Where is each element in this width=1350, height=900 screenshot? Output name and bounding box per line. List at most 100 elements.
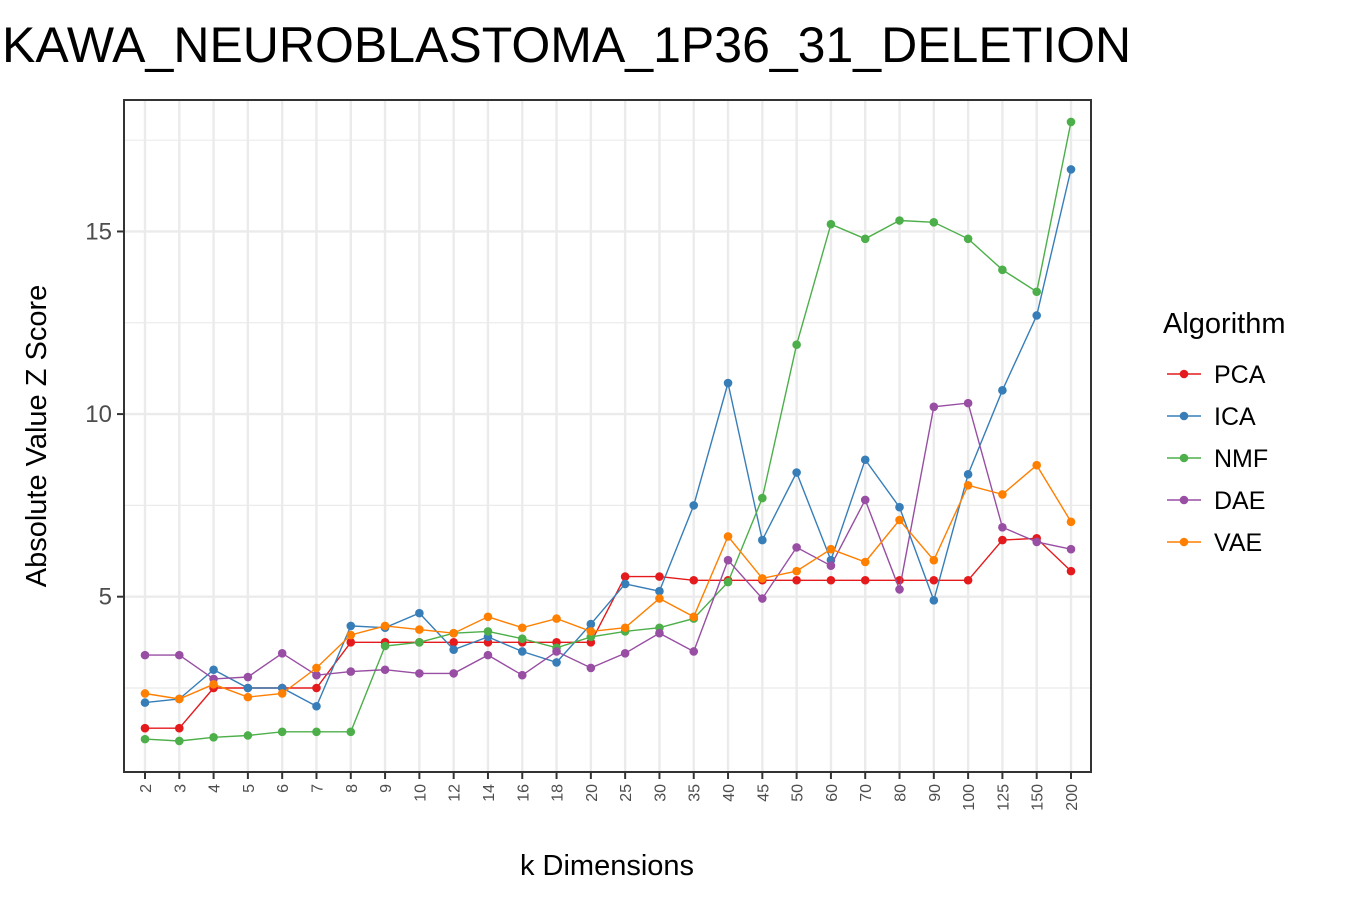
data-point-vae xyxy=(380,621,390,631)
data-point-ica xyxy=(1032,311,1042,320)
legend-label-ica: ICA xyxy=(1214,403,1256,431)
x-tick-label: 6 xyxy=(275,784,292,793)
data-point-nmf xyxy=(860,234,870,244)
data-point-pca xyxy=(346,638,356,647)
data-point-dae xyxy=(655,628,664,638)
data-point-pca xyxy=(792,575,801,585)
data-point-pca xyxy=(826,575,836,585)
data-point-vae xyxy=(415,625,424,634)
data-point-vae xyxy=(998,490,1007,499)
legend-key-point-pca xyxy=(1179,369,1189,379)
legend-key-point-nmf xyxy=(1179,453,1189,463)
data-point-ica xyxy=(792,468,801,477)
data-point-ica xyxy=(517,647,527,656)
data-point-dae xyxy=(312,670,321,680)
data-point-vae xyxy=(723,532,733,541)
data-point-vae xyxy=(449,628,458,638)
data-point-ica xyxy=(1066,165,1076,174)
data-point-dae xyxy=(517,670,527,680)
x-tick-label: 3 xyxy=(172,784,189,793)
x-tick-label: 90 xyxy=(927,784,944,802)
data-point-dae xyxy=(552,647,561,656)
x-tick-label: 80 xyxy=(893,784,910,802)
data-point-pca xyxy=(312,683,321,693)
data-point-nmf xyxy=(380,641,390,651)
legend-label-pca: PCA xyxy=(1214,361,1266,389)
data-point-vae xyxy=(655,594,664,603)
data-point-dae xyxy=(483,650,493,660)
data-point-ica xyxy=(552,658,561,667)
x-tick-label: 40 xyxy=(721,784,738,802)
data-point-nmf xyxy=(209,733,218,742)
data-point-nmf xyxy=(929,218,939,227)
data-point-nmf xyxy=(1066,117,1076,127)
x-axis-title: k Dimensions xyxy=(520,850,694,882)
legend-label-vae: VAE xyxy=(1214,529,1262,557)
series-vae xyxy=(140,460,1076,704)
x-tick-label: 35 xyxy=(687,784,704,802)
x-tick-label: 16 xyxy=(515,784,532,802)
data-point-vae xyxy=(963,481,973,490)
data-point-nmf xyxy=(792,340,801,349)
data-point-vae xyxy=(174,694,184,704)
data-point-dae xyxy=(620,649,630,658)
data-point-vae xyxy=(243,692,253,702)
legend-label-nmf: NMF xyxy=(1214,445,1268,473)
series-layer xyxy=(140,117,1076,746)
legend-key-point-dae xyxy=(1179,495,1189,505)
data-point-pca xyxy=(174,723,184,733)
x-tick-label: 60 xyxy=(824,784,841,802)
data-point-ica xyxy=(346,621,356,631)
data-point-dae xyxy=(963,398,973,408)
legend: Algorithm PCA ICA NMF DAE VAE xyxy=(1163,308,1286,557)
data-point-vae xyxy=(689,612,699,622)
data-point-ica xyxy=(586,619,596,629)
data-point-dae xyxy=(895,585,904,594)
data-point-dae xyxy=(792,543,801,552)
data-point-dae xyxy=(998,523,1007,532)
data-point-dae xyxy=(449,669,458,678)
data-point-pca xyxy=(689,575,699,585)
data-point-vae xyxy=(929,555,939,565)
x-tick-label: 200 xyxy=(1064,784,1081,811)
series-line-vae xyxy=(144,464,1072,700)
data-point-nmf xyxy=(517,634,527,643)
data-point-dae xyxy=(1032,537,1042,547)
x-tick-label: 150 xyxy=(1030,784,1047,811)
data-point-pca xyxy=(449,638,458,647)
data-point-nmf xyxy=(998,265,1007,275)
data-point-dae xyxy=(929,402,939,412)
data-point-ica xyxy=(998,386,1007,395)
x-tick-label: 125 xyxy=(995,784,1012,811)
x-tick-label: 12 xyxy=(447,784,464,802)
data-point-ica xyxy=(209,665,218,675)
data-point-nmf xyxy=(140,734,150,744)
plot-grid xyxy=(124,100,1091,772)
series-dae xyxy=(140,398,1076,684)
legend-key-point-ica xyxy=(1179,411,1189,421)
data-point-vae xyxy=(1066,517,1076,527)
data-point-vae xyxy=(1032,460,1042,470)
data-point-dae xyxy=(243,672,253,682)
data-point-ica xyxy=(895,502,904,512)
data-point-dae xyxy=(140,650,150,660)
y-tick-label: 10 xyxy=(85,401,112,428)
x-tick-label: 50 xyxy=(790,784,807,802)
legend-key-point-vae xyxy=(1179,537,1189,547)
data-point-ica xyxy=(860,455,870,465)
x-tick-label: 30 xyxy=(652,784,669,802)
data-point-pca xyxy=(963,575,973,585)
data-point-dae xyxy=(380,665,390,675)
data-point-ica xyxy=(723,378,733,388)
data-point-ica xyxy=(689,501,699,510)
data-point-vae xyxy=(792,566,801,576)
data-point-ica xyxy=(929,596,939,605)
data-point-dae xyxy=(1066,544,1076,554)
x-tick-label: 100 xyxy=(961,784,978,811)
x-tick-label: 9 xyxy=(378,784,395,793)
data-point-ica xyxy=(140,698,150,707)
series-line-nmf xyxy=(144,121,1072,742)
data-point-ica xyxy=(415,608,424,618)
x-tick-label: 2 xyxy=(138,784,155,793)
data-point-nmf xyxy=(483,627,493,636)
